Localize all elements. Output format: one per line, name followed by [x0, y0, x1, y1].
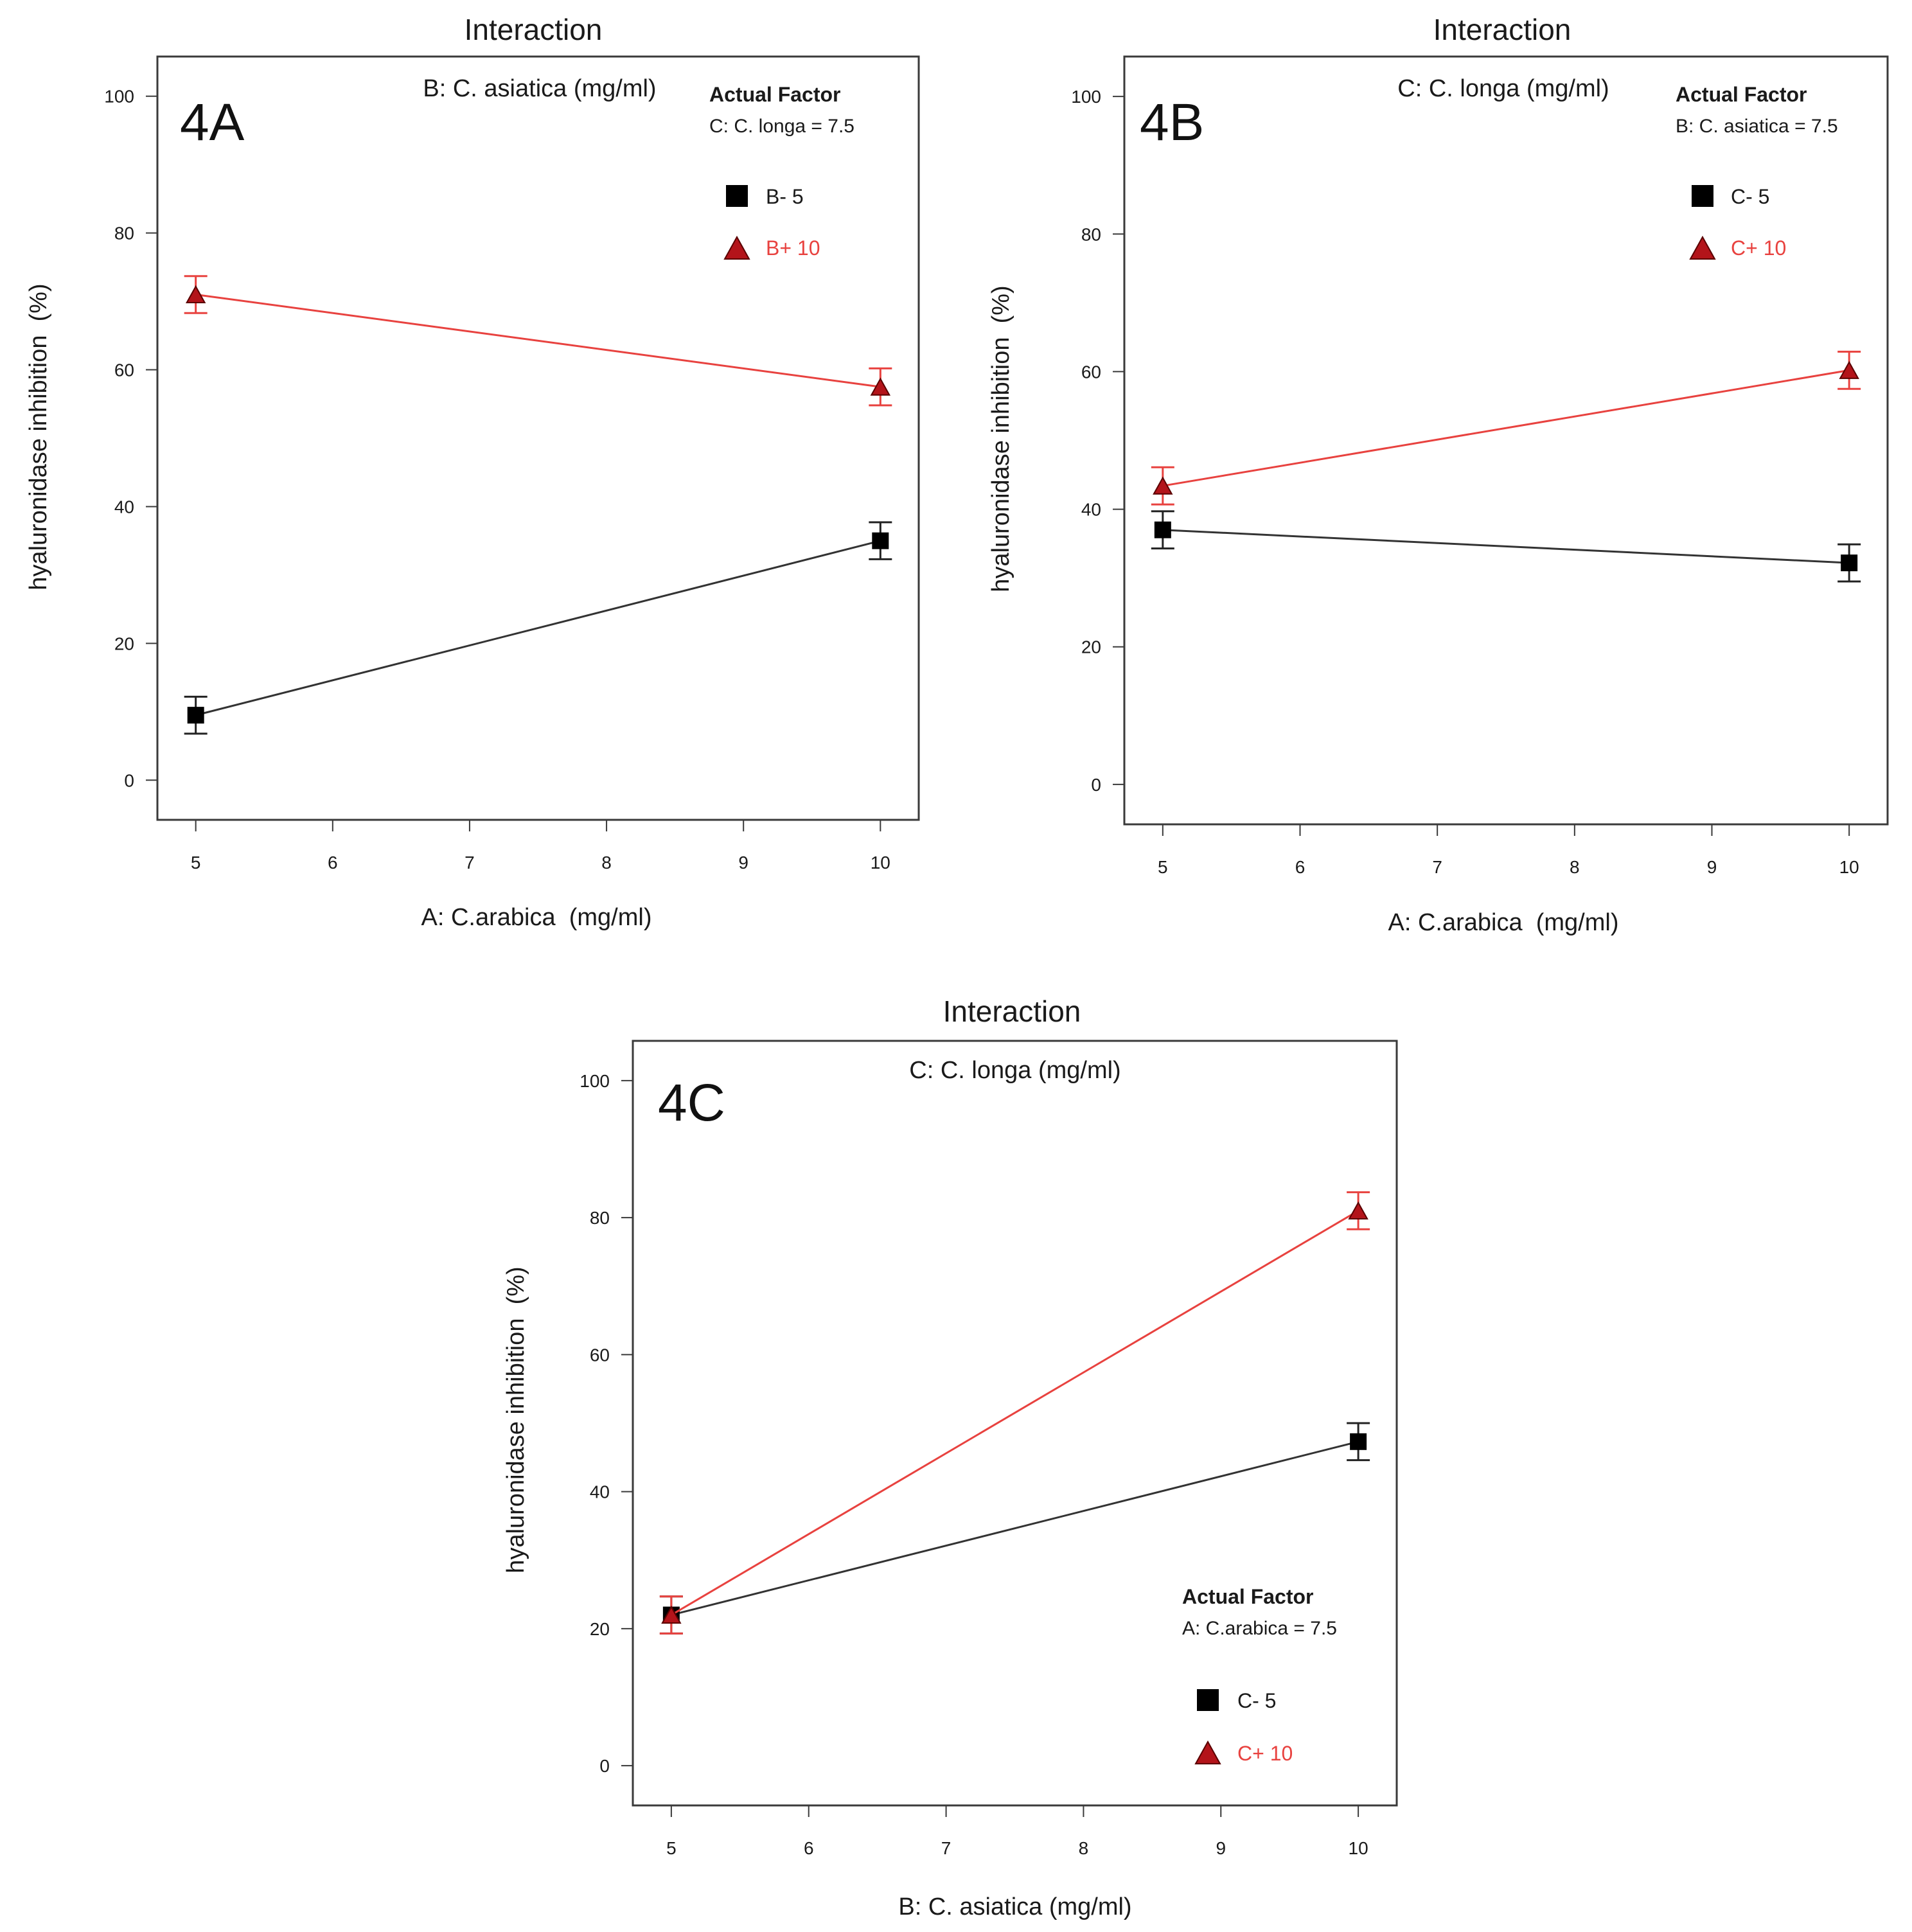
y-axis-label: hyaluronidase inhibition (%) — [25, 283, 52, 590]
x-axis-label: A: C.arabica (mg/ml) — [421, 904, 652, 931]
x-tick-label: 5 — [666, 1838, 677, 1858]
y-tick-label: 60 — [114, 360, 134, 380]
x-tick-label: 8 — [601, 853, 612, 873]
y-tick-label: 60 — [590, 1345, 610, 1365]
y-tick-label: 0 — [1091, 775, 1101, 795]
x-tick-label: 10 — [871, 853, 890, 873]
subtitle: C: C. longa (mg/ml) — [1397, 75, 1609, 102]
y-tick-label: 80 — [1081, 224, 1101, 244]
y-tick-label: 40 — [1081, 500, 1101, 520]
legend-label-b-minus: B- 5 — [766, 185, 804, 208]
series-line-0 — [195, 540, 881, 716]
x-tick-label: 9 — [1216, 1838, 1226, 1858]
actual-factor-title: Actual Factor — [1182, 1585, 1313, 1608]
actual-factor-title: Actual Factor — [709, 83, 840, 106]
x-tick-label: 6 — [804, 1838, 814, 1858]
panel-label: 4B — [1140, 93, 1204, 152]
x-tick-label: 10 — [1839, 857, 1859, 877]
chart-title: Interaction — [1433, 13, 1571, 46]
legend-label-c-minus: C- 5 — [1237, 1689, 1276, 1712]
data-point-triangle — [661, 1605, 682, 1624]
data-point-square — [872, 532, 889, 549]
actual-factor-value: A: C.arabica = 7.5 — [1182, 1618, 1337, 1639]
y-tick-label: 80 — [114, 224, 134, 244]
legend-triangle-icon — [723, 235, 750, 260]
x-tick-label: 6 — [1295, 857, 1306, 877]
chart-4b: Interaction C: C. longa (mg/ml) 4B Actua… — [987, 13, 1889, 936]
y-tick-label: 20 — [590, 1619, 610, 1639]
chart-4a: Interaction B: C. asiatica (mg/ml) 4A Ac… — [25, 13, 920, 931]
series-line-0 — [671, 1440, 1359, 1617]
legend-label-b-plus: B+ 10 — [766, 236, 820, 260]
y-tick-label: 100 — [580, 1071, 610, 1091]
y-tick-label: 20 — [1081, 637, 1101, 657]
y-tick-label: 40 — [590, 1482, 610, 1502]
legend-triangle-icon — [1689, 235, 1716, 260]
x-tick-label: 9 — [738, 853, 748, 873]
x-axis-label: B: C. asiatica (mg/ml) — [898, 1893, 1131, 1920]
series-line-1 — [1162, 369, 1850, 487]
chart-title: Interaction — [465, 13, 603, 46]
x-axis-label: A: C.arabica (mg/ml) — [1388, 909, 1619, 936]
x-tick-label: 10 — [1349, 1838, 1368, 1858]
y-tick-label: 100 — [1071, 87, 1101, 107]
actual-factor-title: Actual Factor — [1676, 83, 1807, 106]
x-tick-label: 7 — [1432, 857, 1442, 877]
x-tick-label: 7 — [941, 1838, 952, 1858]
legend-triangle-icon — [1194, 1740, 1221, 1765]
panel-label: 4A — [180, 93, 245, 152]
y-tick-label: 60 — [1081, 362, 1101, 382]
plot-frame — [632, 1040, 1398, 1807]
y-tick-label: 100 — [104, 87, 134, 107]
legend-square-icon — [1197, 1689, 1219, 1711]
chart-title: Interaction — [943, 995, 1081, 1028]
data-point-triangle — [870, 377, 891, 396]
chart-4c: Interaction C: C. longa (mg/ml) 4C Actua… — [502, 995, 1398, 1920]
series-line-0 — [1162, 529, 1850, 564]
actual-factor-value: B: C. asiatica = 7.5 — [1676, 116, 1838, 137]
x-tick-label: 8 — [1079, 1838, 1089, 1858]
legend-label-c-plus: C+ 10 — [1731, 236, 1786, 260]
subtitle: C: C. longa (mg/ml) — [909, 1057, 1120, 1084]
plot-frame — [156, 55, 920, 821]
legend-label-c-plus: C+ 10 — [1237, 1742, 1293, 1765]
x-tick-label: 5 — [191, 853, 201, 873]
x-tick-label: 9 — [1707, 857, 1717, 877]
x-tick-label: 7 — [465, 853, 475, 873]
data-point-triangle — [1348, 1201, 1368, 1220]
data-point-square — [1841, 554, 1858, 572]
plot-frame — [1123, 55, 1889, 826]
y-axis-label: hyaluronidase inhibition (%) — [987, 285, 1014, 592]
x-tick-label: 8 — [1570, 857, 1580, 877]
y-tick-label: 80 — [590, 1208, 610, 1228]
subtitle: B: C. asiatica (mg/ml) — [423, 75, 656, 102]
data-point-square — [187, 707, 204, 724]
y-tick-label: 0 — [124, 770, 134, 790]
data-point-triangle — [185, 285, 206, 304]
x-tick-label: 5 — [1158, 857, 1168, 877]
data-point-square — [1350, 1433, 1367, 1450]
data-point-triangle — [1839, 360, 1859, 379]
data-point-square — [1154, 521, 1171, 538]
y-tick-label: 0 — [599, 1756, 610, 1776]
x-tick-label: 6 — [328, 853, 338, 873]
legend-label-c-minus: C- 5 — [1731, 185, 1769, 208]
series-line-1 — [671, 1210, 1359, 1616]
legend-square-icon — [726, 185, 748, 207]
panel-label: 4C — [658, 1074, 725, 1132]
series-line-1 — [195, 293, 881, 388]
actual-factor-value: C: C. longa = 7.5 — [709, 116, 854, 137]
data-point-triangle — [1153, 476, 1173, 495]
legend-square-icon — [1692, 185, 1713, 207]
y-tick-label: 40 — [114, 497, 134, 517]
y-tick-label: 20 — [114, 634, 134, 653]
y-axis-label: hyaluronidase inhibition (%) — [502, 1266, 529, 1573]
